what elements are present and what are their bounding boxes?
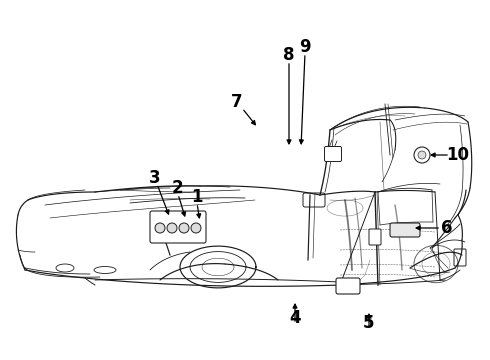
Circle shape: [179, 223, 189, 233]
Circle shape: [155, 223, 165, 233]
Circle shape: [418, 151, 426, 159]
Circle shape: [414, 147, 430, 163]
FancyBboxPatch shape: [324, 147, 342, 162]
FancyBboxPatch shape: [369, 229, 381, 245]
FancyBboxPatch shape: [454, 249, 466, 266]
Circle shape: [191, 223, 201, 233]
Text: 4: 4: [289, 309, 301, 327]
Text: 7: 7: [231, 93, 243, 111]
Text: 3: 3: [149, 169, 161, 187]
FancyBboxPatch shape: [150, 211, 206, 243]
Text: 1: 1: [191, 188, 203, 206]
Ellipse shape: [94, 266, 116, 274]
Text: 8: 8: [283, 46, 295, 64]
Text: 5: 5: [362, 314, 374, 332]
Circle shape: [167, 223, 177, 233]
Text: 6: 6: [441, 219, 453, 237]
Text: 10: 10: [446, 146, 469, 164]
Ellipse shape: [56, 264, 74, 272]
FancyBboxPatch shape: [390, 223, 420, 237]
FancyBboxPatch shape: [336, 278, 360, 294]
Text: 2: 2: [171, 179, 183, 197]
Text: 9: 9: [299, 38, 311, 56]
FancyBboxPatch shape: [303, 193, 325, 207]
